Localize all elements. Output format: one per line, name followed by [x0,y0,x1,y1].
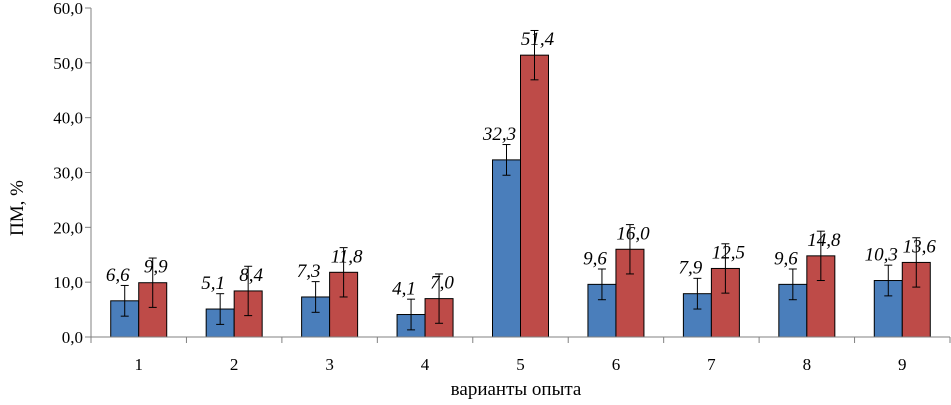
data-label: 32,3 [482,124,516,145]
data-label: 7,9 [679,258,703,279]
data-label: 6,6 [106,265,130,286]
data-label: 10,3 [865,245,898,266]
x-tick-label: 6 [612,355,621,374]
bar [682,293,712,338]
data-label: 9,9 [144,257,168,278]
y-axis-ticks: 0,0 10,0 20,0 30,0 40,0 50,0 60,0 [53,0,91,347]
data-label: 16,0 [616,223,650,244]
y-tick-label: 40,0 [53,109,83,128]
x-axis-title: варианты опыта [451,379,582,400]
data-label: 9,6 [774,248,798,269]
data-label: 5,1 [201,273,225,294]
data-label: 9,6 [583,248,607,269]
data-label: 7,3 [297,261,321,282]
data-labels: 6,6 9,9 5,1 8,4 7,3 11,8 4,1 7,0 32,3 51,4 9,6 16,0… [106,29,937,299]
y-tick-label: 10,0 [53,273,83,292]
y-axis-title: ПМ, % [7,180,28,236]
y-tick-label: 50,0 [53,54,83,73]
x-tick-label: 5 [516,355,525,374]
data-label: 14,8 [807,230,841,251]
data-label: 11,8 [331,246,363,267]
x-tick-label: 1 [134,355,143,374]
y-tick-label: 30,0 [53,164,83,183]
x-tick-label: 3 [325,355,334,374]
y-tick-label: 0,0 [62,328,83,347]
data-label: 12,5 [712,242,745,263]
x-tick-label: 4 [421,355,430,374]
data-label: 4,1 [392,279,416,300]
data-label: 7,0 [430,273,454,294]
x-tick-label: 9 [898,355,907,374]
data-label: 51,4 [521,29,555,50]
x-axis-ticks: 1 2 3 4 5 6 7 8 9 [90,337,951,374]
data-label: 8,4 [239,265,263,286]
data-label: 13,6 [903,236,937,257]
y-tick-label: 60,0 [53,0,83,18]
y-tick-label: 20,0 [53,218,83,237]
x-tick-label: 8 [803,355,812,374]
x-tick-label: 7 [707,355,716,374]
error-bars [120,29,921,331]
bar [520,54,549,338]
x-tick-label: 2 [230,355,239,374]
bar [492,159,521,338]
bars [110,54,931,338]
